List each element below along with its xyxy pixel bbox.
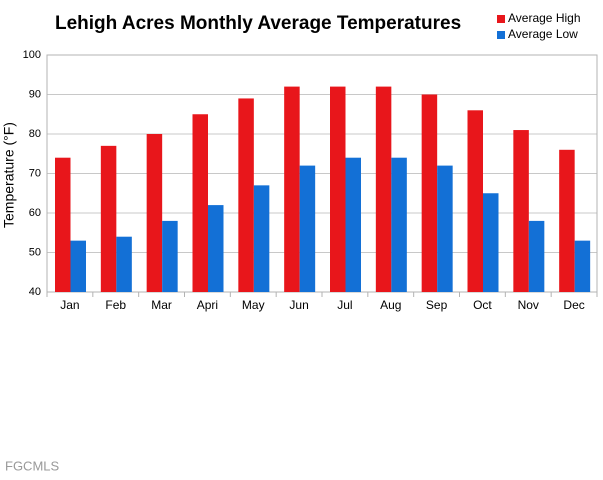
bar [421,94,438,292]
y-tick-label: 80 [29,128,41,140]
x-tick-label: Feb [105,298,126,312]
bar [162,220,178,292]
x-tick-label: Jul [337,298,352,312]
x-tick-label: Apri [197,298,218,312]
bar [100,145,117,292]
y-tick-label: 90 [29,88,41,100]
bar [116,236,132,292]
watermark: FGCMLS [5,458,60,473]
bar [146,134,163,292]
x-tick-label: Dec [563,298,584,312]
x-tick-label: Oct [473,298,492,312]
bar [55,157,71,292]
bar [299,165,316,292]
bar [467,110,483,292]
bar [208,205,224,292]
legend-label: Average Low [508,27,578,41]
legend-swatch [497,31,505,39]
y-tick-label: 40 [29,286,41,298]
legend-label: Average High [508,11,581,25]
y-tick-label: 60 [29,207,41,219]
x-tick-label: Mar [151,298,172,312]
bar [574,240,591,292]
x-tick-label: May [242,298,265,312]
bar [375,86,392,292]
bar [528,220,545,292]
bar [330,86,346,292]
y-tick-label: 50 [29,246,41,258]
x-tick-label: Jun [289,298,308,312]
x-tick-label: Sep [426,298,448,312]
bar [70,240,86,292]
bar [345,157,361,292]
bar [192,114,208,292]
bar [483,193,499,292]
bar [391,157,407,292]
x-tick-label: Nov [518,298,539,312]
legend-swatch [497,15,505,23]
x-tick-label: Jan [60,298,79,312]
y-tick-label: 70 [29,167,41,179]
y-tick-label: 100 [23,49,41,61]
chart-title: Lehigh Acres Monthly Average Temperature… [55,13,461,34]
bar [513,130,529,292]
bar [238,98,254,292]
y-axis-label: Temperature (°F) [1,122,17,228]
bar [284,86,300,292]
bar [253,185,270,292]
bar [437,165,453,292]
x-tick-label: Aug [380,298,401,312]
bar [559,149,575,292]
